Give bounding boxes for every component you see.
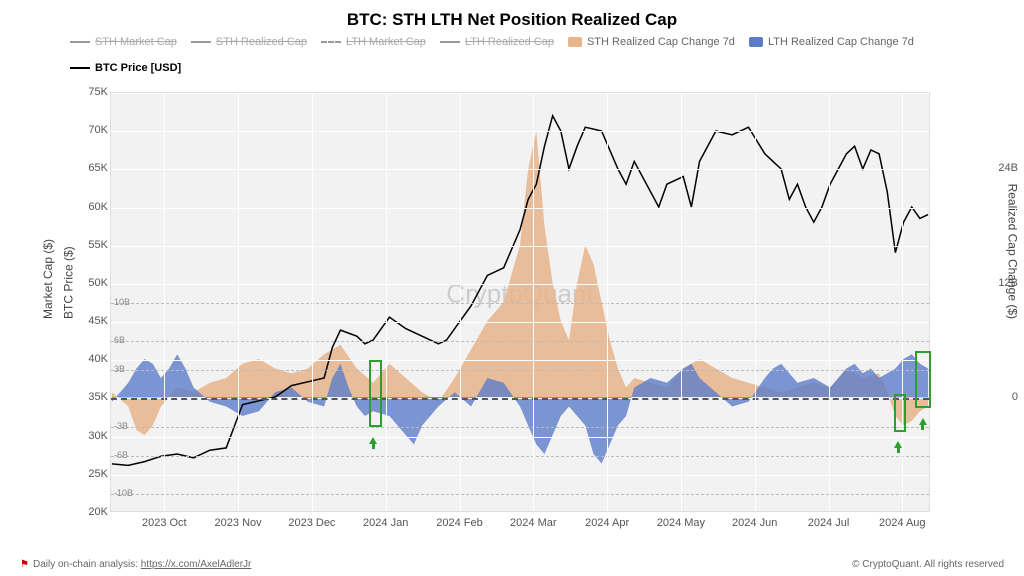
footer-left: ⚑Daily on-chain analysis: https://x.com/…: [20, 559, 251, 570]
flag-icon: ⚑: [20, 559, 29, 570]
chart-title: BTC: STH LTH Net Position Realized Cap: [20, 10, 1004, 30]
arrow-up-icon: [916, 418, 930, 430]
footer-right: © CryptoQuant. All rights reserved: [852, 559, 1004, 570]
y-axis-label-price: BTC Price ($): [61, 246, 75, 319]
legend-lth-change: LTH Realized Cap Change 7d: [749, 36, 914, 48]
legend-lth-realized-cap: LTH Realized Cap: [440, 36, 554, 48]
y-axis-label-change: Realized Cap Change ($): [1005, 184, 1019, 319]
btc-price-line: [111, 93, 929, 511]
footer: ⚑Daily on-chain analysis: https://x.com/…: [0, 559, 1024, 570]
legend-sth-realized-cap: STH Realized Cap: [191, 36, 307, 48]
legend-sth-market-cap: STH Market Cap: [70, 36, 177, 48]
arrow-up-icon: [891, 441, 905, 453]
annotation-box: [369, 360, 381, 427]
legend-lth-market-cap: LTH Market Cap: [321, 36, 426, 48]
plot-area: CryptoQuant 2023 Oct2023 Nov2023 Dec2024…: [110, 92, 930, 512]
chart-area: Market Cap ($) BTC Price ($) Realized Ca…: [70, 82, 990, 542]
legend-btc-price: BTC Price [USD]: [70, 62, 1004, 74]
footer-link[interactable]: https://x.com/AxelAdlerJr: [141, 559, 252, 570]
annotation-box: [894, 394, 906, 432]
y-axis-label-market-cap: Market Cap ($): [41, 239, 55, 319]
legend-sth-change: STH Realized Cap Change 7d: [568, 36, 735, 48]
annotation-box: [915, 351, 931, 408]
legend: STH Market Cap STH Realized Cap LTH Mark…: [20, 36, 1004, 74]
arrow-up-icon: [366, 437, 380, 449]
